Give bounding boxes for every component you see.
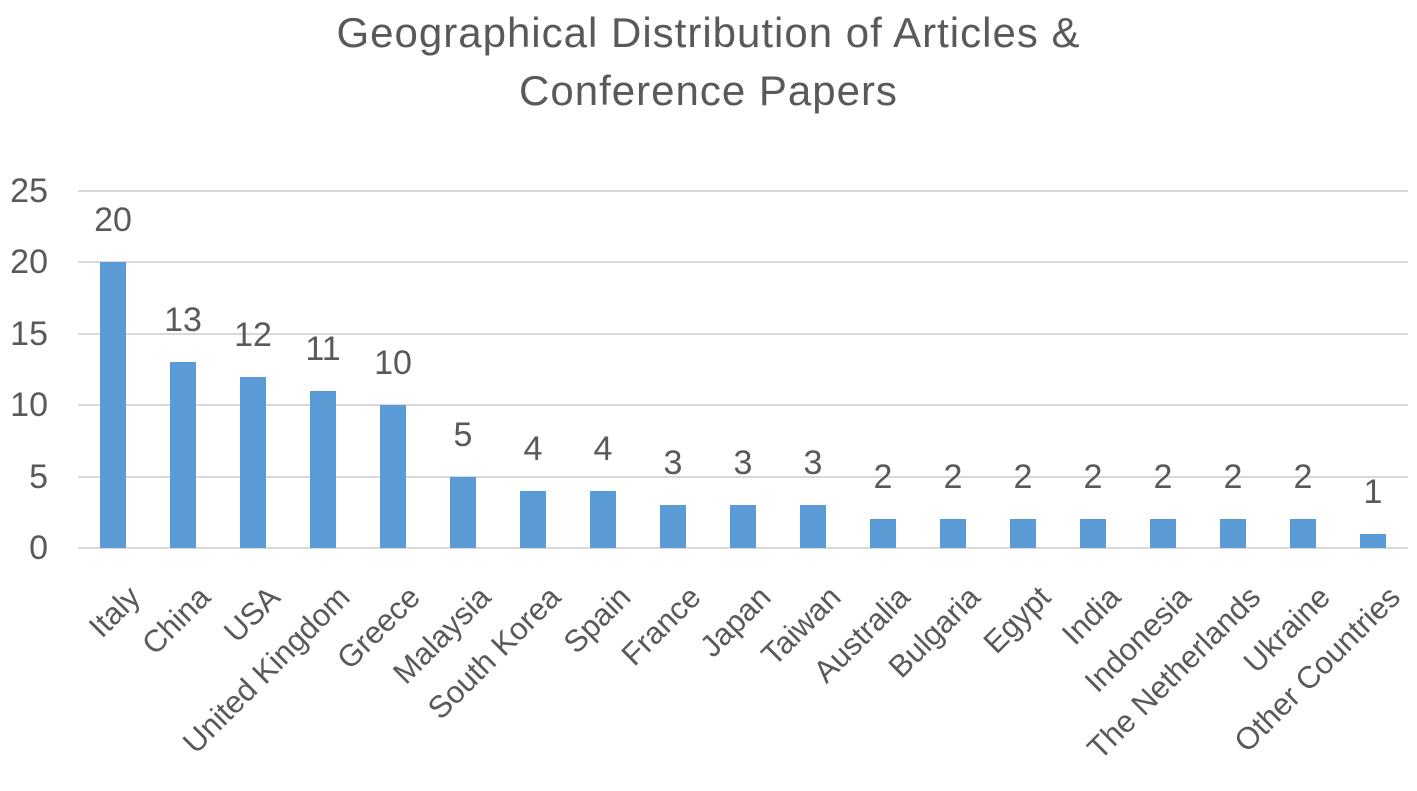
bar-japan bbox=[730, 505, 756, 548]
data-label-france: 3 bbox=[663, 444, 683, 483]
bar-france bbox=[660, 505, 686, 548]
y-axis-tick-label-15: 15 bbox=[10, 314, 48, 353]
y-axis-tick-label-5: 5 bbox=[29, 457, 48, 496]
bar-greece bbox=[380, 405, 406, 548]
x-axis-label-china: China bbox=[135, 579, 218, 662]
chart-title-line-1: Geographical Distribution of Articles & bbox=[336, 9, 1081, 56]
data-label-egypt: 2 bbox=[1013, 458, 1033, 497]
data-label-taiwan: 3 bbox=[803, 444, 823, 483]
bar-china bbox=[170, 362, 196, 548]
data-label-italy: 20 bbox=[94, 201, 132, 240]
gridline-20 bbox=[78, 261, 1408, 264]
bar-south-korea bbox=[520, 490, 546, 548]
bar-other-countries bbox=[1360, 533, 1386, 548]
data-label-greece: 10 bbox=[374, 344, 412, 383]
y-axis-tick-label-0: 0 bbox=[29, 529, 48, 567]
y-axis-tick-label-10: 10 bbox=[10, 386, 48, 425]
data-label-india: 2 bbox=[1083, 458, 1103, 497]
x-axis-label-egypt: Egypt bbox=[976, 579, 1058, 661]
bar-usa bbox=[240, 376, 266, 548]
data-label-bulgaria: 2 bbox=[943, 458, 963, 497]
bar-egypt bbox=[1010, 519, 1036, 548]
gridline-10 bbox=[78, 404, 1408, 407]
y-axis-tick-label-25: 25 bbox=[10, 172, 48, 210]
bar-india bbox=[1080, 519, 1106, 548]
data-label-japan: 3 bbox=[733, 444, 753, 483]
data-label-the-netherlands: 2 bbox=[1223, 458, 1243, 497]
data-label-china: 13 bbox=[164, 301, 202, 340]
bar-the-netherlands bbox=[1220, 519, 1246, 548]
data-label-malaysia: 5 bbox=[453, 415, 473, 454]
data-label-other-countries: 1 bbox=[1363, 472, 1383, 511]
data-label-spain: 4 bbox=[593, 429, 613, 468]
data-label-ukraine: 2 bbox=[1293, 458, 1313, 497]
data-label-south-korea: 4 bbox=[523, 429, 543, 468]
bar-spain bbox=[590, 490, 616, 548]
chart-title-line-2: Conference Papers bbox=[519, 67, 898, 114]
data-label-united-kingdom: 11 bbox=[305, 329, 341, 368]
gridline-0 bbox=[78, 547, 1408, 549]
bar-indonesia bbox=[1150, 519, 1176, 548]
x-axis-label-france: France bbox=[614, 579, 708, 673]
bar-italy bbox=[100, 262, 126, 548]
bar-taiwan bbox=[800, 505, 826, 548]
data-label-usa: 12 bbox=[234, 315, 272, 354]
gridline-5 bbox=[78, 475, 1408, 478]
bar-malaysia bbox=[450, 476, 476, 548]
data-label-indonesia: 2 bbox=[1153, 458, 1173, 497]
bar-ukraine bbox=[1290, 519, 1316, 548]
bar-bulgaria bbox=[940, 519, 966, 548]
data-label-australia: 2 bbox=[873, 458, 893, 497]
gridline-15 bbox=[78, 332, 1408, 335]
gridline-25 bbox=[78, 190, 1408, 192]
chart-title: Geographical Distribution of Articles & … bbox=[0, 4, 1417, 120]
y-axis-tick-label-20: 20 bbox=[10, 243, 48, 282]
bar-united-kingdom bbox=[310, 390, 336, 548]
bar-australia bbox=[870, 519, 896, 548]
